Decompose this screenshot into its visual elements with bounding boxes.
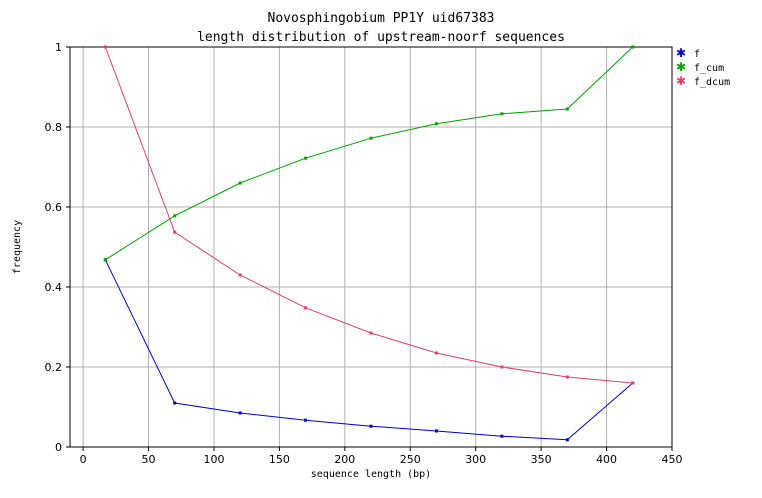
data-point-f-dcum xyxy=(369,331,373,335)
y-axis-label: frequency xyxy=(12,220,23,274)
series-line-f-cum xyxy=(105,46,634,261)
x-tick-label: 200 xyxy=(334,453,355,466)
data-point-f-dcum xyxy=(434,351,438,355)
data-point-f-cum xyxy=(173,214,177,218)
data-point-f-cum xyxy=(500,112,504,116)
legend-marker-icon: ✱ xyxy=(676,46,686,60)
data-point-f xyxy=(238,411,242,415)
x-tick-label: 0 xyxy=(80,453,87,466)
data-point-f-dcum xyxy=(238,273,242,277)
x-tick-label: 50 xyxy=(142,453,156,466)
data-point-f-cum xyxy=(631,45,635,49)
data-point-f-dcum xyxy=(103,45,107,49)
x-tick-label: 300 xyxy=(465,453,486,466)
data-point-f-cum xyxy=(369,136,373,140)
chart-subtitle: length distribution of upstream-noorf se… xyxy=(197,30,565,45)
data-point-f-cum xyxy=(565,107,569,111)
y-tick-label: 0 xyxy=(55,441,62,454)
x-axis-label: sequence length (bp) xyxy=(311,469,431,480)
y-tick-label: 0.8 xyxy=(45,121,63,134)
x-tick-label: 150 xyxy=(269,453,290,466)
data-point-f-dcum xyxy=(631,381,635,385)
x-tick-label: 400 xyxy=(596,453,617,466)
data-point-f xyxy=(500,434,504,438)
data-point-f-dcum xyxy=(173,230,177,234)
data-point-f-cum xyxy=(434,122,438,126)
series xyxy=(103,45,635,442)
y-tick-label: 0.6 xyxy=(45,201,63,214)
data-point-f xyxy=(369,424,373,428)
data-point-f-dcum xyxy=(304,306,308,310)
legend: ✱ f ✱ f_cum ✱ f_dcum xyxy=(676,46,730,88)
data-point-f-dcum xyxy=(500,365,504,369)
chart-title: Novosphingobium PP1Y uid67383 xyxy=(268,11,495,26)
x-tick-label: 350 xyxy=(531,453,552,466)
y-tick-label: 1 xyxy=(55,41,62,54)
data-point-f-cum xyxy=(304,156,308,160)
legend-entry-f-dcum: f_dcum xyxy=(694,77,730,88)
y-tick-label: 0.4 xyxy=(45,281,63,294)
series-line-f-dcum xyxy=(104,46,633,384)
data-point-f-cum xyxy=(238,181,242,185)
data-point-f xyxy=(173,401,177,405)
legend-entry-f: f xyxy=(694,49,700,60)
x-tick-label: 100 xyxy=(203,453,224,466)
grid xyxy=(70,46,673,448)
legend-marker-icon: ✱ xyxy=(676,60,686,74)
y-tick-label: 0.2 xyxy=(45,361,63,374)
data-point-f xyxy=(434,429,438,433)
legend-entry-f-cum: f_cum xyxy=(694,63,724,74)
x-tick-label: 250 xyxy=(400,453,421,466)
data-point-f xyxy=(565,438,569,442)
x-tick-label: 450 xyxy=(662,453,683,466)
plot-frame xyxy=(69,46,673,448)
data-point-f-dcum xyxy=(565,375,569,379)
data-point-f-cum xyxy=(103,258,107,262)
data-point-f xyxy=(304,418,308,422)
legend-marker-icon: ✱ xyxy=(676,74,686,88)
ticks: 0 50 100 150 200 250 300 350 400 450 0 0.2 0.4 0.6 0.8… xyxy=(45,41,683,466)
